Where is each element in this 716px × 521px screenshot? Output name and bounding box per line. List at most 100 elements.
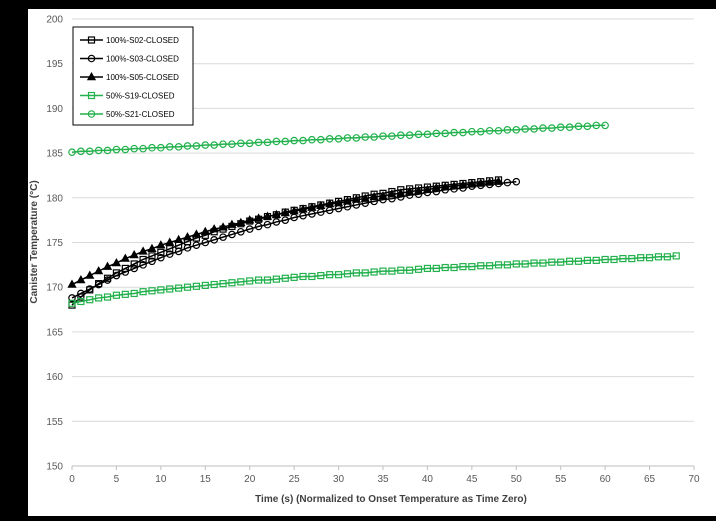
series-5 [68,121,609,157]
data-point [245,225,254,233]
data-point [361,269,369,277]
data-point [619,254,627,263]
data-point [111,258,122,267]
data-point [86,296,94,304]
data-point [467,179,477,188]
data-point [253,213,264,222]
data-point [290,136,298,145]
data-point [414,130,423,139]
data-point [219,280,227,288]
legend-label: 100%-S02-CLOSED [106,36,179,45]
data-point [503,178,512,187]
data-point [272,275,280,283]
data-point [539,259,547,267]
data-point [174,247,183,256]
data-point [449,181,459,190]
data-point [263,138,272,147]
data-point [503,261,511,269]
series-4 [68,252,680,307]
data-point [245,215,255,224]
data-point [468,263,476,271]
data-point [413,185,424,194]
data-point [201,141,210,149]
x-tick-label: 70 [688,474,700,485]
y-tick-label: 165 [46,327,63,338]
data-point [317,271,325,280]
x-tick-label: 35 [377,474,389,485]
data-point [210,236,218,244]
data-point [254,222,263,231]
data-point [130,260,138,268]
data-point [148,287,156,295]
data-point [450,128,458,137]
data-point [485,177,495,186]
data-point [148,257,156,266]
data-point [565,257,574,265]
data-point [94,280,103,289]
data-point [477,262,485,270]
data-point [139,261,147,269]
series-2 [68,177,521,302]
legend-marker [87,91,96,100]
y-tick-label: 190 [46,104,63,115]
data-point [121,145,130,154]
data-point [574,257,583,265]
x-tick-label: 10 [155,474,167,485]
data-point [263,220,272,229]
data-point [280,207,290,217]
data-point [148,252,156,260]
data-point [521,125,529,133]
data-point [396,131,405,140]
data-point [379,132,387,140]
data-point [360,193,370,202]
data-point [112,291,121,299]
data-point [157,286,165,294]
data-point [147,243,157,252]
data-point [228,140,236,148]
data-point [530,259,538,267]
data-point [183,244,192,252]
legend-label: 100%-S03-CLOSED [106,55,179,64]
y-tick-label: 185 [46,149,63,160]
data-point [165,250,174,258]
series-3 [67,176,504,288]
data-point [432,129,441,138]
data-point [459,263,467,271]
x-tick-label: 25 [289,474,301,485]
data-point [200,226,210,235]
x-axis-title: Time (s) (Normalized to Onset Temperatur… [255,494,527,505]
legend-marker [87,110,96,118]
data-point [246,277,254,285]
data-point [307,202,317,211]
data-point [308,135,316,144]
data-point [129,249,139,259]
x-tick-label: 0 [69,474,75,485]
data-point [512,126,521,134]
data-point [423,130,432,139]
data-point [218,222,228,231]
data-point [405,186,415,195]
data-point [637,254,645,262]
data-point [334,271,343,279]
data-point [157,253,165,262]
data-point [548,258,556,266]
data-point [387,189,397,198]
data-point [432,264,440,273]
data-point [103,293,112,301]
data-point [369,191,379,201]
x-tick-label: 55 [555,474,567,485]
data-point [68,294,76,302]
x-tick-label: 20 [244,474,256,485]
data-point [494,126,503,135]
data-point [379,267,387,275]
data-point [351,194,361,203]
data-point [316,200,326,210]
x-tick-label: 65 [644,474,656,485]
data-point [406,266,414,274]
data-point [512,260,520,268]
data-point [255,276,263,284]
data-point [237,139,245,148]
data-point [85,285,94,293]
data-point [654,253,663,261]
